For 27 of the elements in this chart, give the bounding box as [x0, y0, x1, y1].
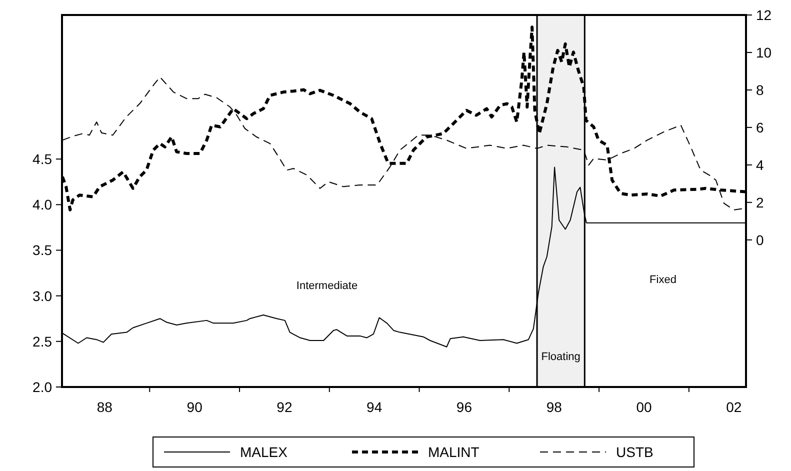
x-tick-label: 88 — [96, 399, 113, 415]
y-tick-label: 2.5 — [32, 333, 52, 350]
x-tick-label: 96 — [456, 399, 472, 415]
legend-label: MALEX — [240, 444, 288, 460]
y2-tick-label: 6 — [756, 119, 764, 136]
y2-tick-label: 0 — [756, 232, 764, 248]
x-tick-label: 94 — [366, 399, 382, 415]
x-tick-label: 00 — [636, 399, 652, 415]
y2-tick-label: 10 — [756, 44, 772, 60]
x-tick-label: 92 — [276, 399, 292, 415]
annotation: Intermediate — [296, 280, 358, 292]
x-tick-label: 90 — [186, 399, 203, 415]
y2-tick-label: 4 — [756, 156, 764, 173]
y2-tick-label: 2 — [756, 194, 764, 210]
y2-tick-label: 8 — [756, 82, 764, 98]
x-tick-label: 98 — [546, 399, 562, 415]
x-tick-label: 02 — [726, 399, 742, 415]
y-tick-label: 4.5 — [32, 151, 52, 168]
y-tick-label: 4.0 — [32, 196, 52, 213]
legend-label: USTB — [616, 444, 654, 460]
y-tick-label: 3.5 — [32, 242, 52, 258]
annotation: Fixed — [650, 274, 676, 286]
y-tick-label: 2.0 — [32, 379, 52, 395]
band-label: Floating — [541, 351, 580, 363]
y-tick-label: 3.0 — [32, 288, 52, 304]
y2-tick-label: 12 — [756, 7, 772, 23]
legend-label: MALINT — [428, 444, 480, 460]
